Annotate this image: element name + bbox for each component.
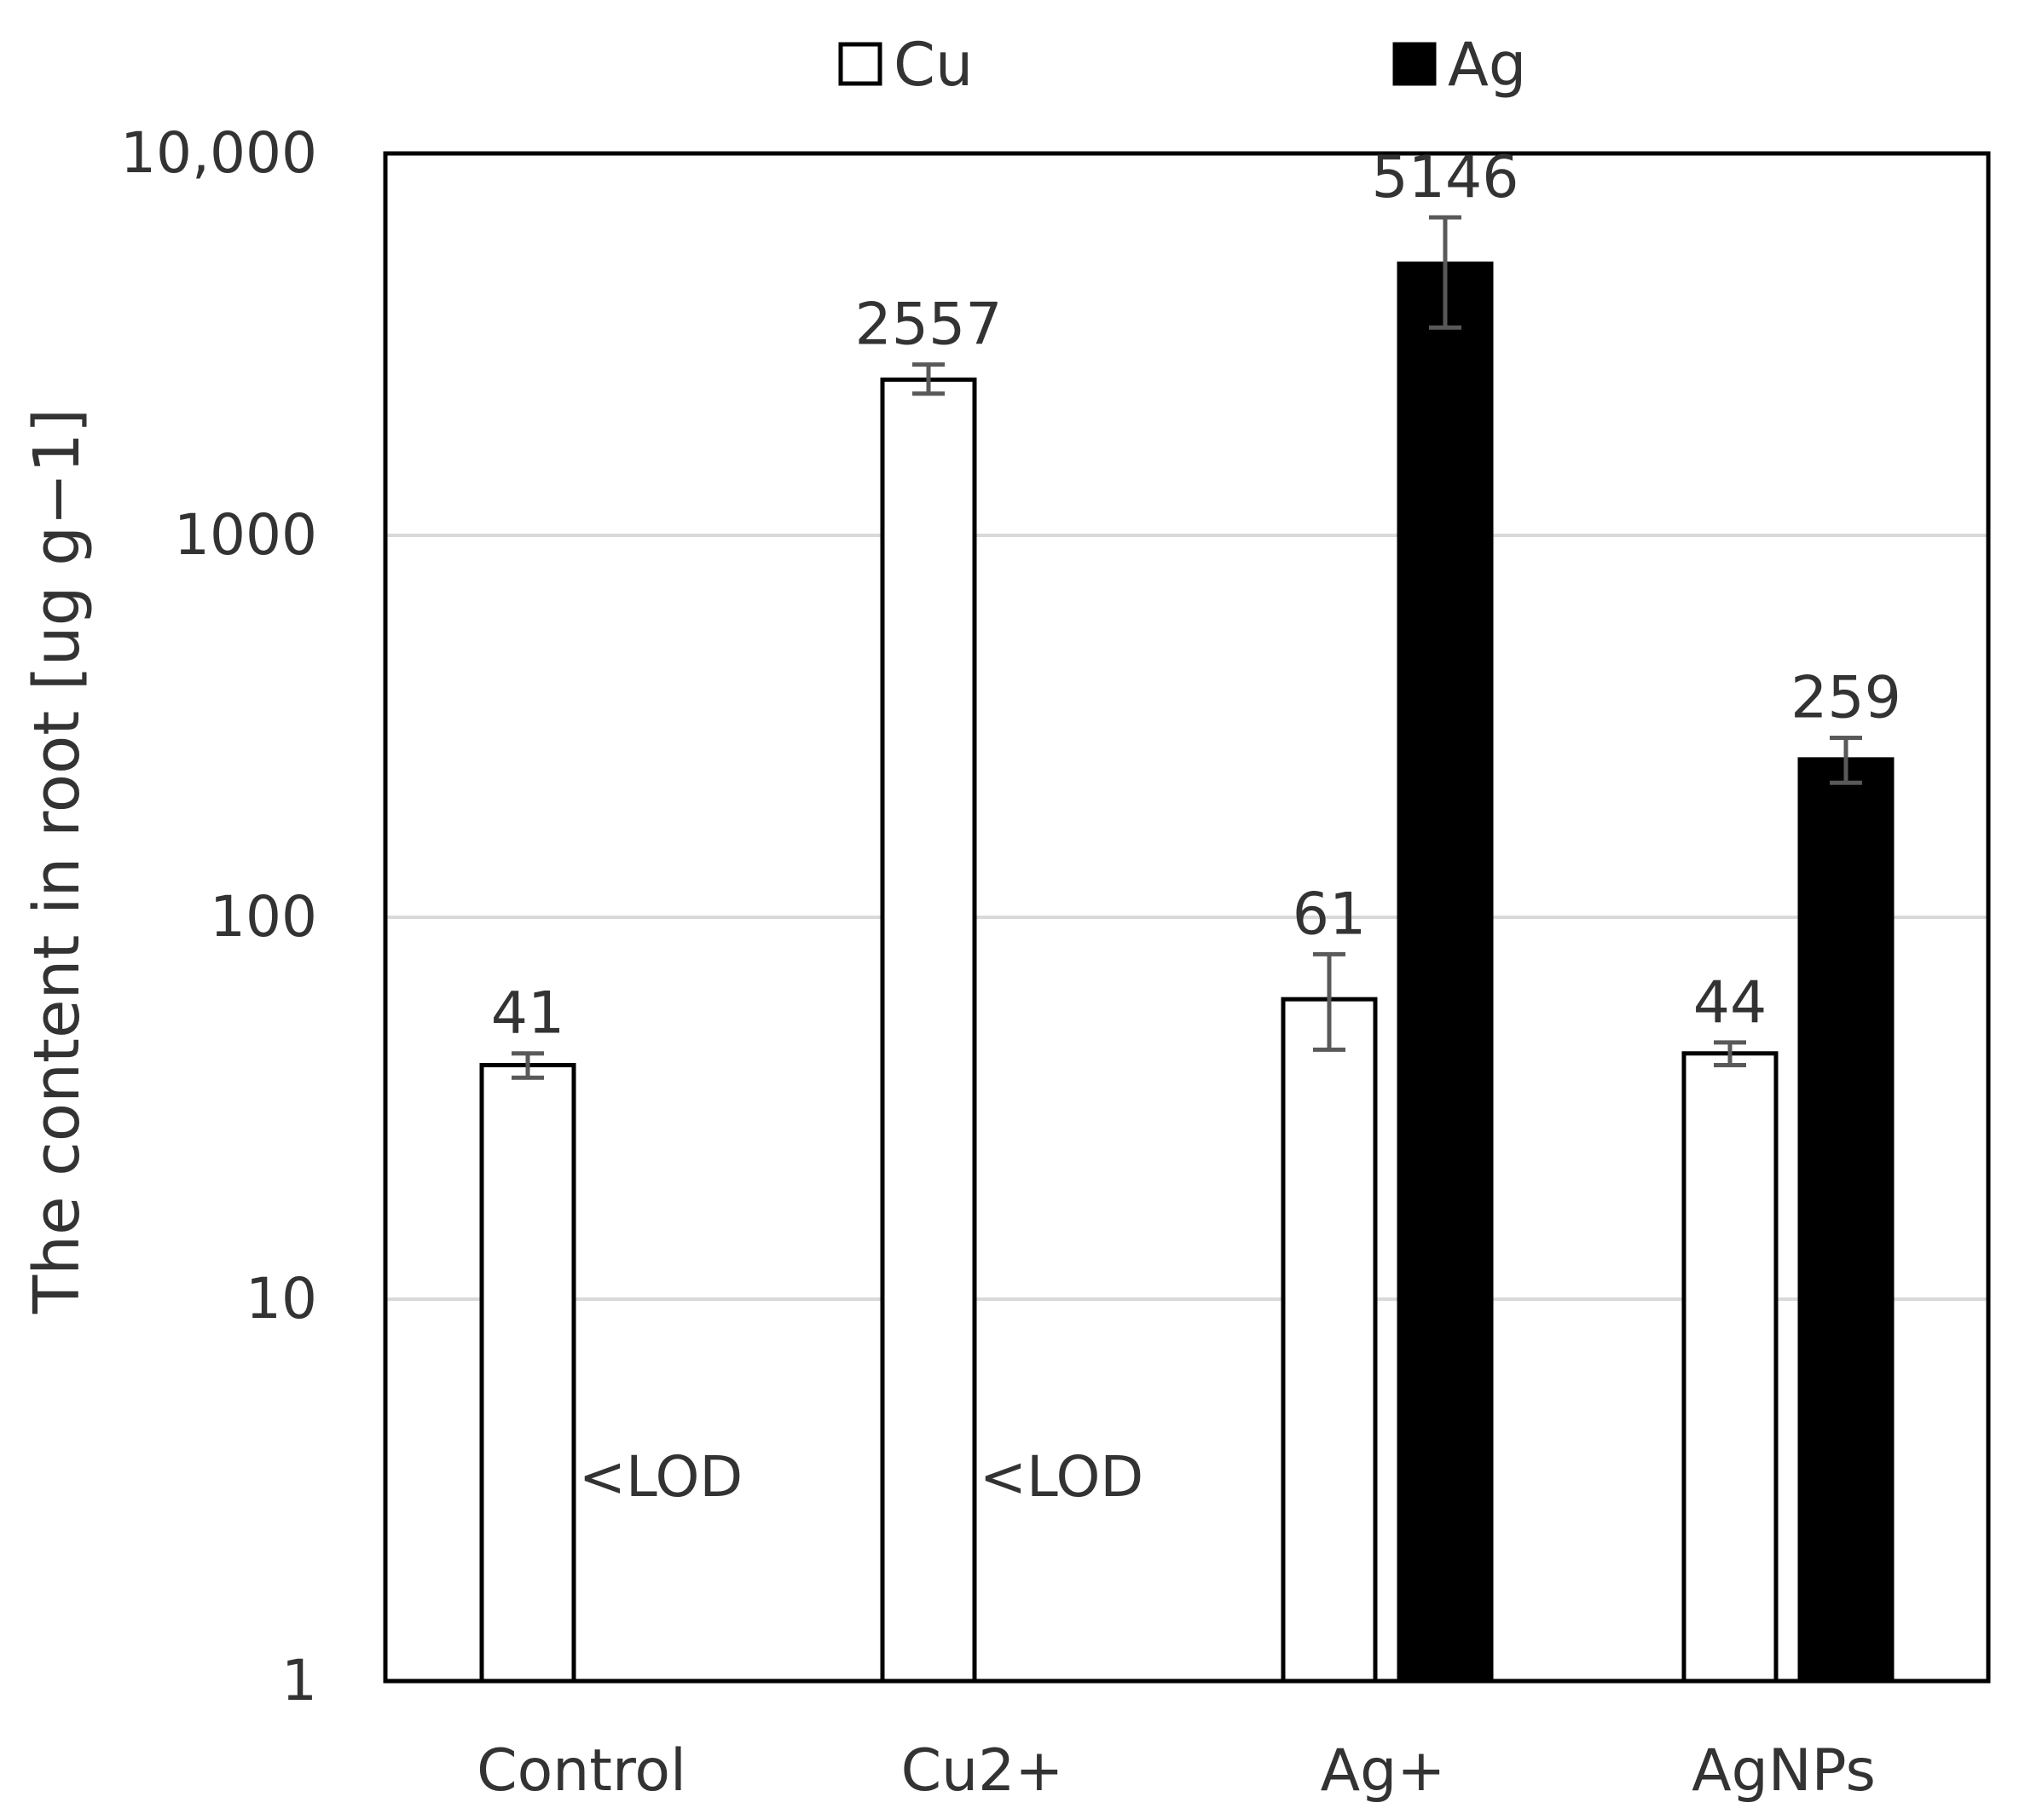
x-category-label: AgNPs — [1692, 1737, 1876, 1805]
legend-label-ag: Ag — [1448, 30, 1526, 100]
data-label: 61 — [1293, 881, 1367, 948]
data-labels: 41 <LOD 2557 <LOD 61 5146 44 259 — [491, 144, 1901, 1510]
legend-label-cu: Cu — [894, 30, 973, 100]
y-tick-label: 1000 — [174, 502, 317, 568]
bar-cu-2 — [1281, 997, 1378, 1684]
data-label: 259 — [1790, 665, 1901, 732]
data-label: 2557 — [854, 292, 1002, 359]
plot-area-frame — [383, 151, 1991, 1684]
y-tick-label: 1 — [281, 1648, 317, 1713]
bar-cu-3 — [1681, 1051, 1779, 1684]
error-bars — [512, 215, 1862, 1080]
legend: Cu Ag — [838, 30, 1526, 100]
data-label: 5146 — [1371, 144, 1519, 211]
lod-label: <LOD — [980, 1444, 1144, 1510]
x-category-label: Cu2+ — [901, 1737, 1064, 1805]
bar-cu-0 — [479, 1062, 576, 1684]
y-axis-ticks: 1 10 100 1000 10,000 — [120, 120, 317, 1713]
y-tick-label: 10 — [246, 1266, 317, 1332]
y-axis-title: The content in root [ug g−1] — [20, 408, 94, 1314]
bar-ag-2 — [1397, 261, 1494, 1684]
x-category-label: Control — [477, 1737, 686, 1805]
y-tick-label: 10,000 — [120, 120, 317, 186]
x-axis-categories: Control Cu2+ Ag+ AgNPs — [477, 1737, 1876, 1805]
bar-ag-3 — [1797, 757, 1895, 1684]
data-label: 44 — [1693, 969, 1767, 1037]
lod-label: <LOD — [579, 1444, 743, 1510]
bars — [479, 261, 1895, 1684]
y-tick-label: 100 — [210, 884, 317, 950]
bar-cu-1 — [880, 377, 977, 1684]
x-category-label: Ag+ — [1321, 1737, 1446, 1805]
legend-swatch-cu — [838, 42, 882, 86]
data-label: 41 — [491, 980, 565, 1048]
legend-swatch-ag — [1392, 42, 1437, 86]
